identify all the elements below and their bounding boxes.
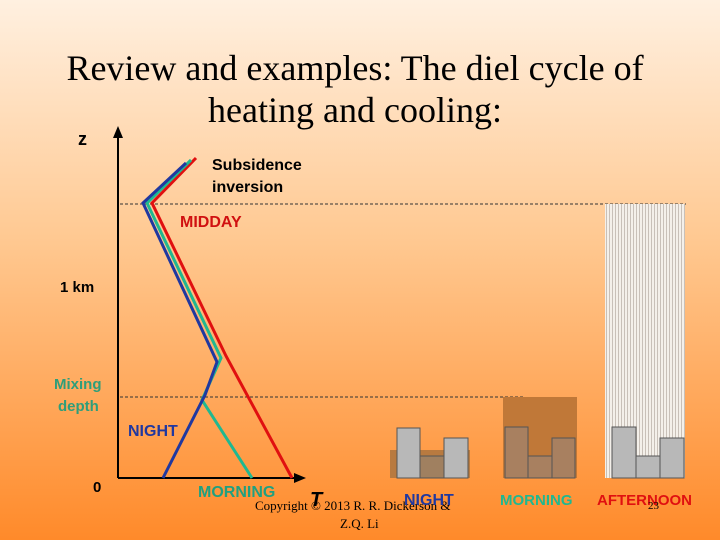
t-label: T — [310, 489, 324, 511]
panel-label: MORNING — [500, 492, 573, 509]
title: Review and examples: The diel cycle of — [66, 48, 643, 88]
z-label: z — [78, 129, 87, 149]
panel-label: NIGHT — [404, 492, 454, 509]
arrow — [113, 126, 123, 138]
km-label: 1 km — [60, 279, 94, 296]
annotation: Subsidence — [212, 157, 302, 174]
night-panel — [390, 427, 470, 479]
panel-label: AFTERNOON — [597, 492, 692, 509]
copyright: Copyright © 2013 R. R. Dickerson & — [255, 498, 450, 513]
copyright: Z.Q. Li — [340, 516, 379, 531]
annotation: MIDDAY — [180, 214, 242, 231]
annotation: NIGHT — [128, 423, 178, 440]
zero-label: 0 — [93, 479, 101, 496]
afternoon-panel — [605, 204, 685, 479]
annotation: MORNING — [198, 484, 275, 501]
morning-profile — [145, 158, 254, 479]
night-profile — [141, 161, 219, 479]
page-number: 23 — [648, 500, 660, 512]
title: heating and cooling: — [208, 90, 502, 130]
midday-profile — [150, 156, 294, 479]
mixing-label: depth — [58, 398, 99, 415]
morning-panel — [503, 397, 577, 479]
arrow — [294, 473, 306, 483]
annotation: inversion — [212, 179, 283, 196]
mixing-label: Mixing — [54, 376, 102, 393]
